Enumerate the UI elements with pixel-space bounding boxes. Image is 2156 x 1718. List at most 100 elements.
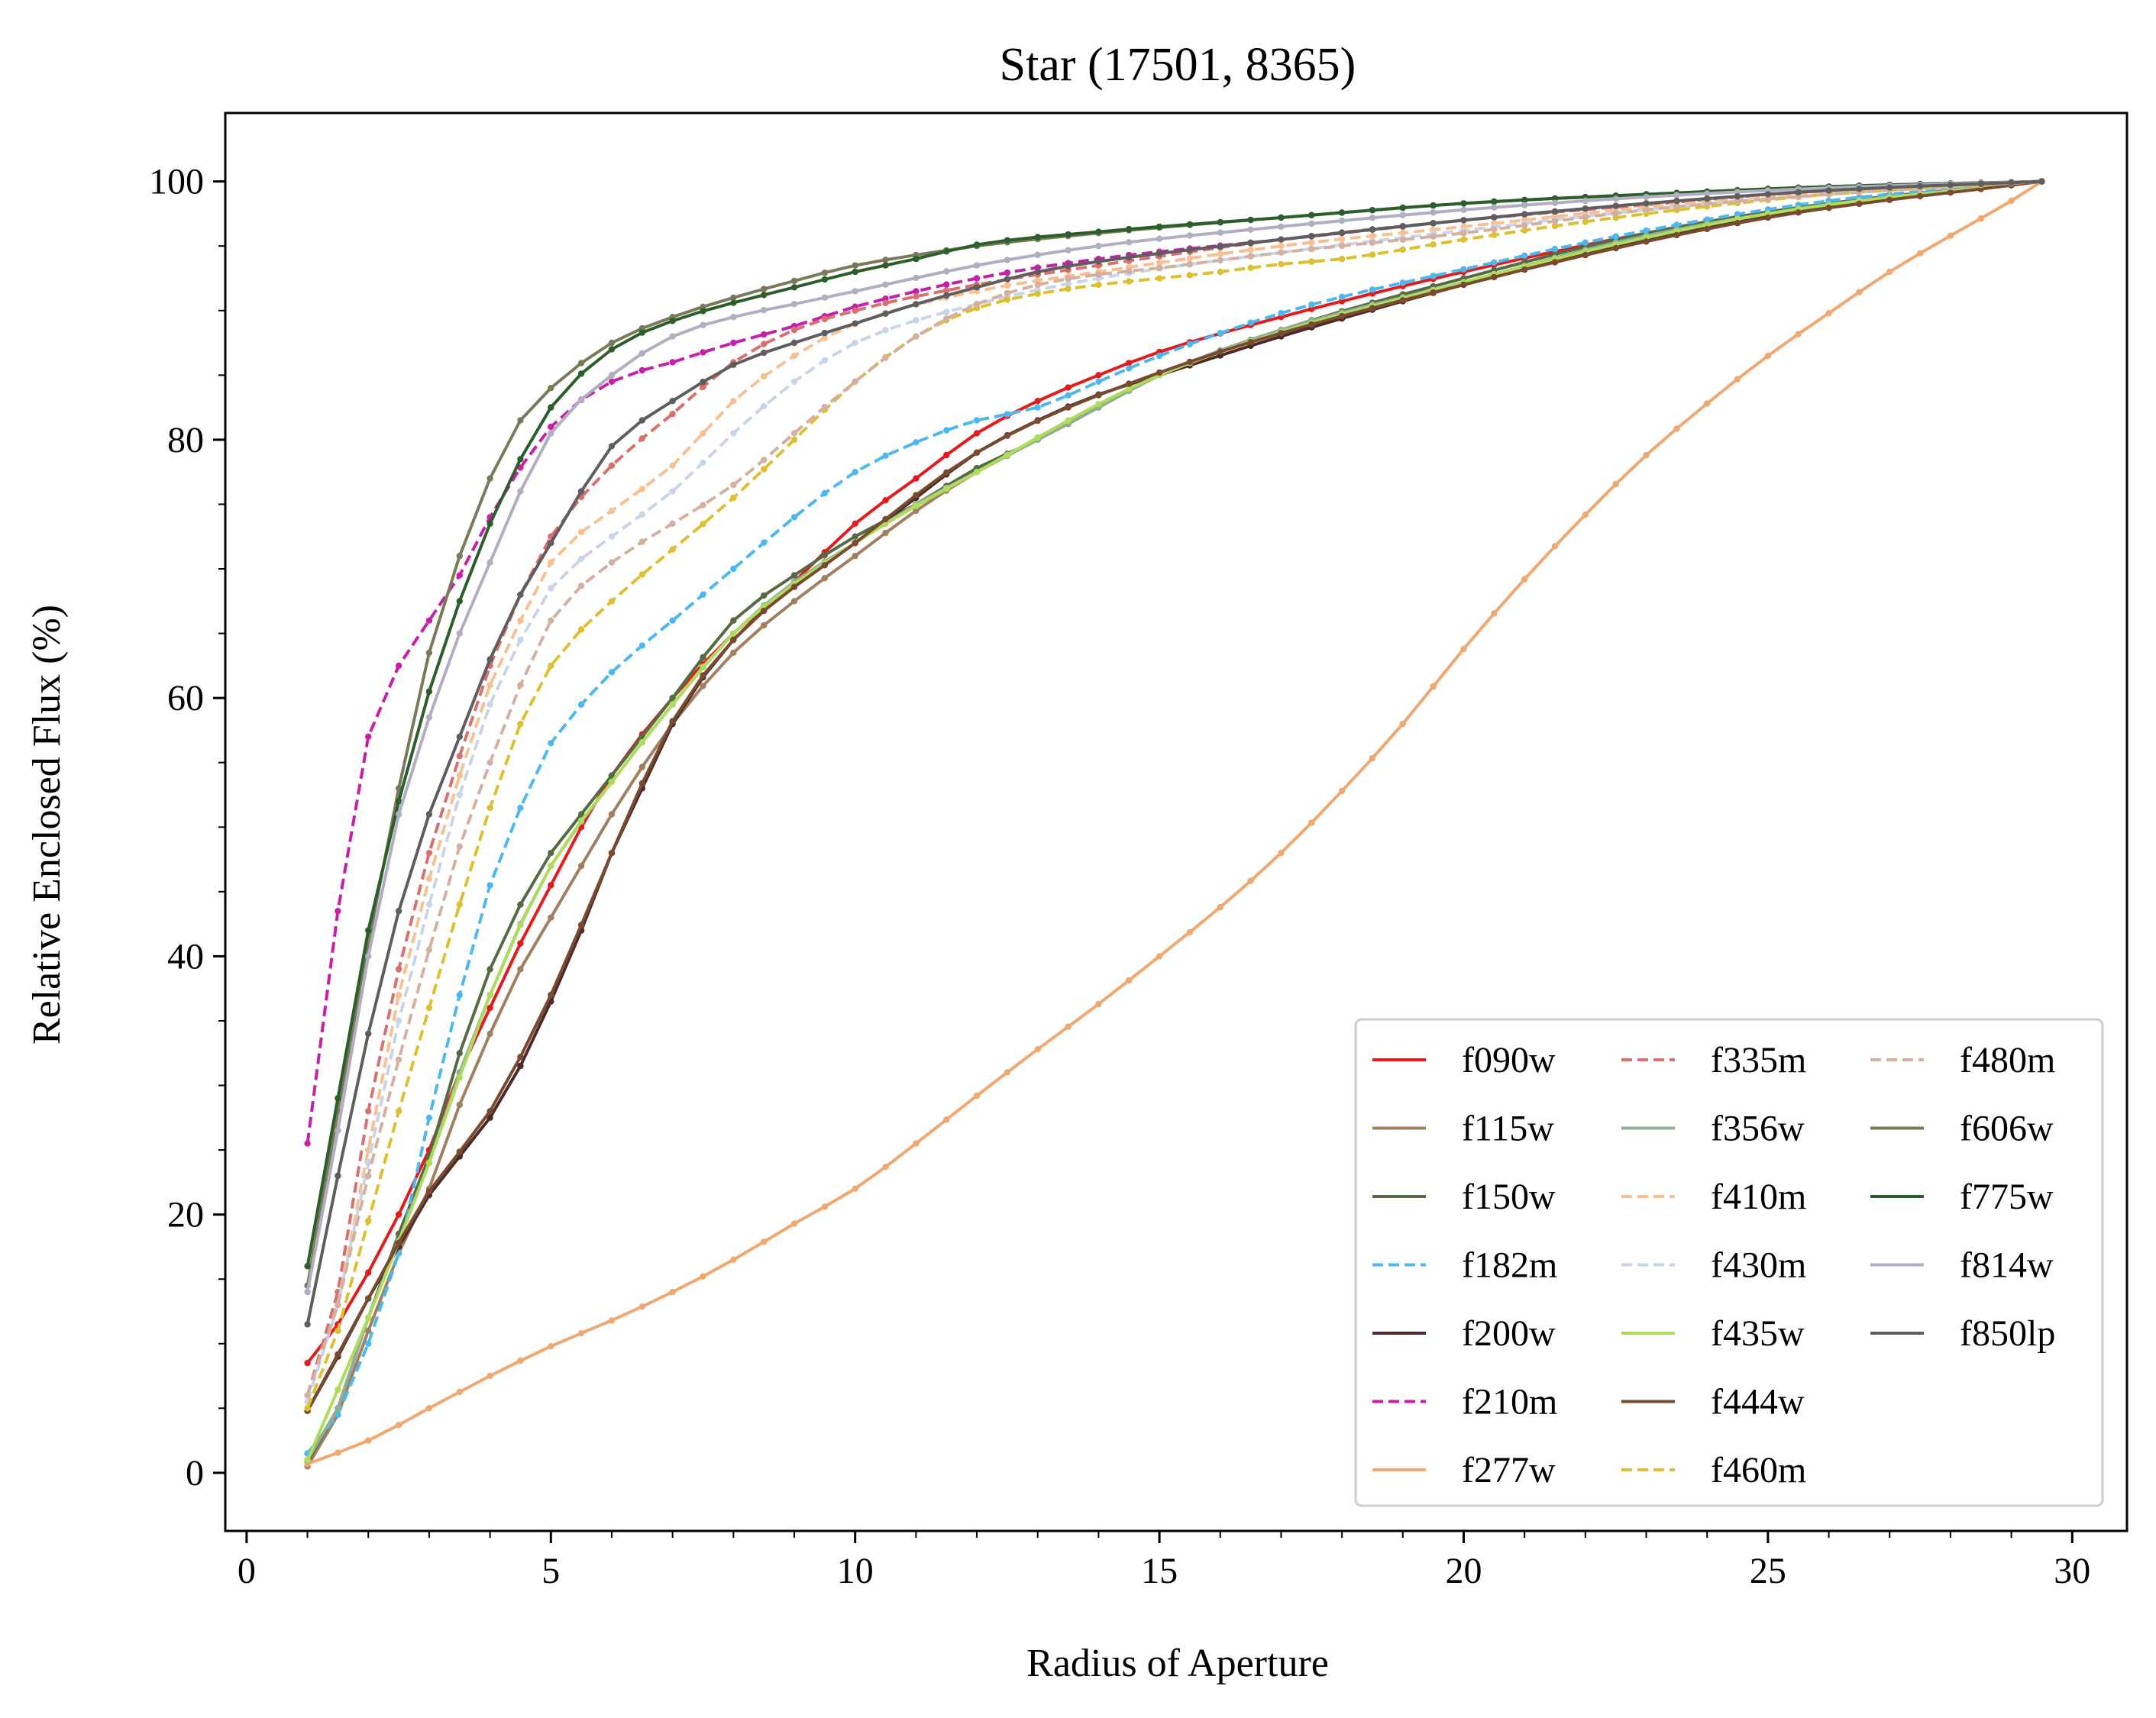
- data-point-f814w: [638, 350, 645, 357]
- data-point-f814w: [1612, 195, 1619, 202]
- legend-item-f430m: f430m: [1621, 1245, 1806, 1286]
- data-point-f435w: [365, 1314, 372, 1322]
- data-point-f850lp: [638, 417, 645, 424]
- data-point-f850lp: [517, 591, 524, 598]
- data-point-f850lp: [790, 339, 798, 347]
- data-point-f460m: [1308, 258, 1315, 265]
- series-f850lp: [304, 178, 2045, 1328]
- data-point-f814w: [395, 811, 402, 818]
- data-point-f850lp: [304, 1321, 311, 1328]
- data-point-f480m: [1704, 200, 1711, 208]
- data-point-f277w: [395, 1422, 402, 1429]
- data-point-f480m: [1612, 210, 1619, 217]
- data-point-f430m: [577, 555, 585, 562]
- data-point-f277w: [882, 1164, 889, 1171]
- data-point-f775w: [730, 299, 737, 306]
- legend-label: f460m: [1711, 1450, 1806, 1490]
- data-point-f444w: [1126, 380, 1133, 387]
- data-point-f460m: [1095, 281, 1102, 289]
- series-f277w: [304, 178, 2045, 1468]
- data-point-f460m: [700, 521, 706, 528]
- data-point-f480m: [730, 481, 737, 489]
- data-point-f480m: [1491, 226, 1498, 233]
- data-point-f814w: [1217, 229, 1224, 236]
- data-point-f850lp: [1551, 208, 1559, 215]
- legend-label: f606w: [1960, 1109, 2054, 1149]
- data-point-f775w: [1551, 195, 1559, 202]
- data-point-f277w: [335, 1449, 341, 1456]
- data-point-f210m: [913, 288, 920, 295]
- data-point-f850lp: [1704, 195, 1711, 202]
- data-point-f150w: [456, 1050, 463, 1057]
- data-point-f444w: [1247, 339, 1254, 346]
- legend-label: f277w: [1462, 1450, 1556, 1490]
- data-point-f444w: [1095, 392, 1102, 399]
- data-point-f090w: [365, 1269, 372, 1276]
- plot-area: 0 5 10 15 20 25 30 0 20 40 60 80 100: [149, 111, 2129, 1591]
- data-point-f444w: [1612, 244, 1619, 252]
- data-point-f430m: [821, 357, 829, 363]
- legend-item-f150w: f150w: [1372, 1177, 1556, 1217]
- data-point-f435w: [730, 630, 737, 637]
- legend-item-f090w: f090w: [1372, 1040, 1556, 1080]
- data-point-f775w: [790, 284, 798, 291]
- data-point-f335m: [365, 1108, 372, 1115]
- data-point-f775w: [1186, 221, 1194, 228]
- data-point-f850lp: [425, 811, 433, 818]
- data-point-f850lp: [2008, 179, 2015, 186]
- data-point-f444w: [1704, 225, 1711, 233]
- data-point-f090w: [486, 1004, 493, 1012]
- data-point-f182m: [1673, 221, 1680, 228]
- data-point-f277w: [943, 1116, 950, 1123]
- data-point-f444w: [425, 1188, 433, 1195]
- data-point-f814w: [486, 559, 493, 566]
- legend-label: f356w: [1711, 1109, 1805, 1149]
- data-point-f150w: [761, 592, 768, 599]
- data-point-f335m: [852, 307, 858, 314]
- data-point-f150w: [669, 694, 676, 702]
- data-point-f444w: [1795, 209, 1802, 216]
- data-point-f814w: [1369, 215, 1376, 221]
- data-point-f210m: [669, 359, 676, 366]
- data-point-f182m: [821, 489, 829, 497]
- data-point-f606w: [425, 649, 433, 657]
- data-point-f090w: [1126, 360, 1133, 367]
- data-point-f775w: [577, 370, 585, 377]
- legend-item-f335m: f335m: [1621, 1040, 1806, 1080]
- data-point-f850lp: [1916, 182, 1924, 189]
- data-point-f410m: [1186, 255, 1194, 262]
- data-point-f277w: [973, 1092, 981, 1100]
- data-point-f775w: [882, 262, 889, 269]
- data-point-f182m: [486, 882, 493, 889]
- data-point-f115w: [638, 764, 645, 770]
- data-point-f277w: [1947, 232, 1954, 239]
- legend-item-f410m: f410m: [1621, 1177, 1806, 1217]
- data-point-f480m: [1643, 206, 1650, 213]
- data-point-f444w: [730, 636, 737, 644]
- data-point-f277w: [577, 1329, 585, 1337]
- data-point-f480m: [1399, 236, 1407, 244]
- data-point-f150w: [486, 966, 493, 973]
- data-point-f210m: [700, 349, 706, 356]
- data-point-f775w: [669, 318, 676, 325]
- data-point-f814w: [1278, 223, 1285, 230]
- data-point-f430m: [700, 459, 706, 467]
- data-point-f460m: [1551, 222, 1559, 230]
- data-point-f480m: [1582, 214, 1589, 221]
- data-point-f460m: [1004, 296, 1011, 303]
- data-point-f115w: [852, 552, 858, 560]
- data-point-f444w: [1004, 432, 1011, 439]
- data-point-f480m: [790, 430, 798, 437]
- data-point-f850lp: [1126, 254, 1133, 261]
- data-point-f814w: [1095, 243, 1102, 250]
- data-point-f277w: [1217, 903, 1224, 911]
- data-point-f277w: [2008, 197, 2015, 205]
- plot-frame: [224, 111, 2129, 1532]
- legend-item-f444w: f444w: [1621, 1382, 1805, 1423]
- data-point-f090w: [943, 451, 950, 459]
- data-point-f277w: [1399, 720, 1407, 728]
- data-point-f210m: [304, 1140, 311, 1147]
- data-point-f850lp: [1460, 217, 1467, 224]
- data-point-f277w: [1825, 309, 1832, 317]
- data-point-f444w: [1521, 266, 1528, 273]
